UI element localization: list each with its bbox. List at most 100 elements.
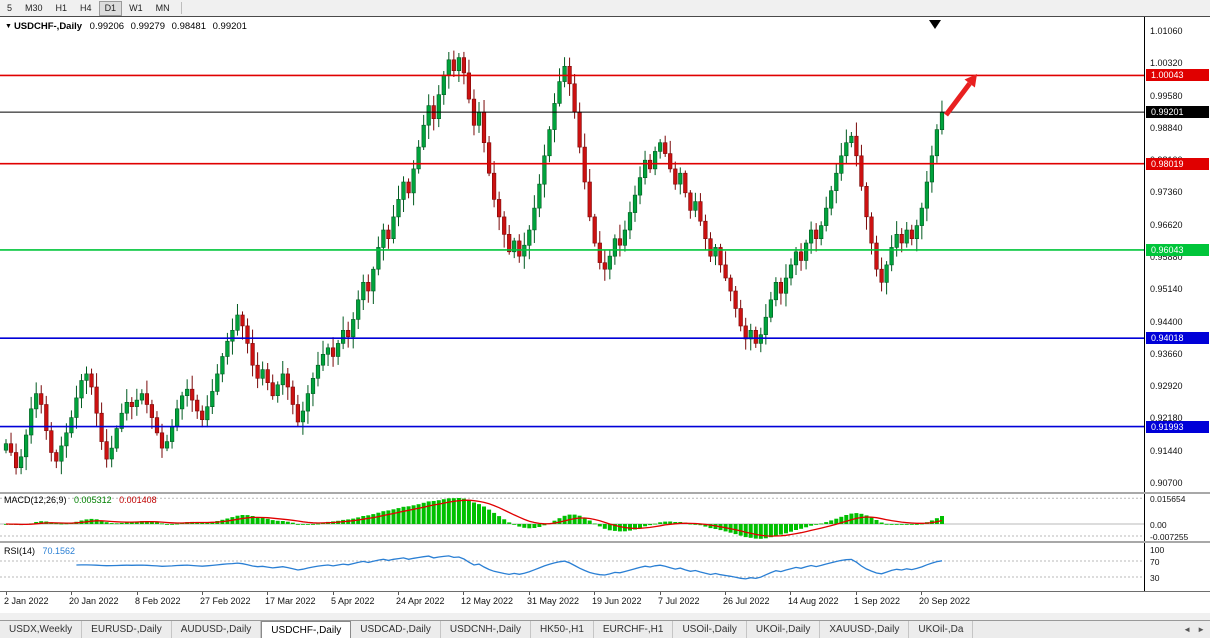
price-axis-label: 0.97360 — [1150, 187, 1183, 197]
tab-usdx-weekly[interactable]: USDX,Weekly — [0, 621, 83, 638]
price-axis-label: 1.00320 — [1150, 58, 1183, 68]
tab-ukoil-daily[interactable]: UKOil-,Daily — [747, 621, 821, 638]
date-axis-label: 27 Feb 2022 — [200, 596, 251, 606]
date-axis-label: 20 Sep 2022 — [919, 596, 971, 606]
quote-high: 0.99279 — [130, 21, 165, 32]
chart-tab-bar: USDX,Weekly EURUSD-,Daily AUDUSD-,Daily USD… — [0, 620, 1210, 638]
date-axis-label: 12 May 2022 — [461, 596, 514, 606]
price-level-tag: 0.99201 — [1146, 106, 1209, 118]
symbol-dropdown-icon[interactable]: ▼ — [5, 23, 12, 30]
price-axis-label: 0.92920 — [1150, 381, 1183, 391]
price-axis-label: 0.90700 — [1150, 478, 1183, 488]
macd-pane-canvas[interactable] — [0, 494, 1144, 541]
quote-low: 0.98481 — [171, 21, 206, 32]
price-axis-label: 0.99580 — [1150, 91, 1183, 101]
tab-xauusd-daily[interactable]: XAUUSD-,Daily — [820, 621, 910, 638]
price-chart-canvas[interactable] — [0, 17, 1144, 492]
price-axis-label: 0.98840 — [1150, 123, 1183, 133]
price-axis-label: 0.94400 — [1150, 317, 1183, 327]
date-axis-tick — [6, 592, 7, 595]
tab-eurusd-daily[interactable]: EURUSD-,Daily — [82, 621, 172, 638]
tab-ukoil-da[interactable]: UKOil-,Da — [909, 621, 974, 638]
symbol-quote-label: ▼ USDCHF-,Daily 0.99206 0.99279 0.98481 0… — [5, 21, 251, 32]
rsi-name: RSI(14) — [4, 546, 36, 556]
price-axis-label: 0.95880 — [1150, 252, 1183, 262]
tabs-scroll-left-icon[interactable]: ◄ — [1183, 625, 1192, 634]
trend-arrow-shaft — [944, 81, 972, 117]
timeframe-button-m30[interactable]: M30 — [25, 2, 43, 13]
date-axis[interactable]: 2 Jan 2022 20 Jan 2022 8 Feb 2022 27 Feb 20… — [0, 591, 1210, 613]
pane-splitter-macd[interactable] — [0, 492, 1210, 494]
price-level-tag: 0.91993 — [1146, 421, 1209, 433]
date-axis-tick — [267, 592, 268, 595]
timeframe-toolbar: 5 M30 H1 H4 D1 W1 MN — [0, 0, 1210, 17]
timeframe-button-5[interactable]: 5 — [7, 2, 13, 13]
tab-usdchf-daily[interactable]: USDCHF-,Daily — [261, 621, 352, 638]
date-axis-tick — [71, 592, 72, 595]
tab-usdcnh-daily[interactable]: USDCNH-,Daily — [441, 621, 531, 638]
date-axis-tick — [137, 592, 138, 595]
date-axis-tick — [529, 592, 530, 595]
trend-arrow-head — [964, 74, 977, 88]
tab-eurchf-h1[interactable]: EURCHF-,H1 — [594, 621, 674, 638]
date-axis-label: 8 Feb 2022 — [135, 596, 181, 606]
price-axis[interactable]: 1.010601.003200.995800.988400.981000.973… — [1144, 17, 1210, 591]
macd-axis-label: -0.007255 — [1150, 532, 1189, 542]
timeframe-button-d1[interactable]: D1 — [98, 0, 123, 16]
timeframe-button-w1[interactable]: W1 — [129, 2, 143, 13]
tab-usoil-daily[interactable]: USOil-,Daily — [673, 621, 747, 638]
tab-usdcad-daily[interactable]: USDCAD-,Daily — [351, 621, 441, 638]
macd-signal-value: 0.001408 — [119, 495, 157, 505]
tab-hk50-h1[interactable]: HK50-,H1 — [531, 621, 594, 638]
pane-splitter-rsi[interactable] — [0, 541, 1210, 543]
toolbar-separator — [180, 2, 182, 14]
timeframe-button-h4[interactable]: H4 — [80, 2, 92, 13]
date-axis-label: 31 May 2022 — [527, 596, 580, 606]
tabs-scroll-right-icon[interactable]: ► — [1197, 625, 1205, 634]
price-level-tag: 0.96043 — [1146, 244, 1209, 256]
price-axis-label: 0.95140 — [1150, 284, 1183, 294]
rsi-pane-canvas[interactable] — [0, 543, 1144, 591]
price-axis-label: 0.92180 — [1150, 413, 1183, 423]
date-axis-tick — [660, 592, 661, 595]
date-axis-label: 7 Jul 2022 — [658, 596, 700, 606]
date-axis-tick — [856, 592, 857, 595]
quote-open: 0.99206 — [89, 21, 125, 32]
rsi-axis-label: 100 — [1150, 545, 1165, 555]
date-axis-label: 2 Jan 2022 — [4, 596, 49, 606]
date-axis-label: 5 Apr 2022 — [331, 596, 375, 606]
macd-axis-label: 0.015654 — [1150, 494, 1186, 504]
rsi-axis-label: 70 — [1150, 557, 1160, 567]
price-level-tag: 1.00043 — [1146, 69, 1209, 81]
tabs-nav: ◄ ► — [1180, 621, 1210, 638]
chart-background — [0, 17, 1210, 613]
date-axis-label: 24 Apr 2022 — [396, 596, 445, 606]
macd-axis-label: 0.00 — [1150, 520, 1167, 530]
date-axis-tick — [921, 592, 922, 595]
tab-audusd-daily[interactable]: AUDUSD-,Daily — [172, 621, 262, 638]
timeframe-button-h1[interactable]: H1 — [55, 2, 68, 13]
price-axis-label: 0.91440 — [1150, 446, 1183, 456]
date-axis-label: 20 Jan 2022 — [69, 596, 119, 606]
date-axis-label: 14 Aug 2022 — [788, 596, 839, 606]
price-axis-label: 0.96620 — [1150, 220, 1183, 230]
macd-main-value: 0.005312 — [74, 495, 112, 505]
date-axis-tick — [725, 592, 726, 595]
date-axis-tick — [463, 592, 464, 595]
date-axis-label: 17 Mar 2022 — [265, 596, 316, 606]
down-triangle-marker — [929, 20, 941, 29]
date-axis-tick — [398, 592, 399, 595]
macd-name: MACD(12,26,9) — [4, 495, 67, 505]
date-axis-tick — [594, 592, 595, 595]
macd-indicator-label: MACD(12,26,9) 0.005312 0.001408 — [4, 495, 157, 505]
rsi-value: 70.1562 — [42, 546, 76, 556]
date-axis-label: 1 Sep 2022 — [854, 596, 901, 606]
price-axis-label: 0.93660 — [1150, 349, 1183, 359]
price-level-tag: 0.94018 — [1146, 332, 1209, 344]
price-level-tag: 0.98019 — [1146, 158, 1209, 170]
timeframe-button-mn[interactable]: MN — [155, 2, 170, 13]
date-axis-tick — [202, 592, 203, 595]
date-axis-tick — [333, 592, 334, 595]
date-axis-label: 26 Jul 2022 — [723, 596, 770, 606]
date-axis-tick — [790, 592, 791, 595]
